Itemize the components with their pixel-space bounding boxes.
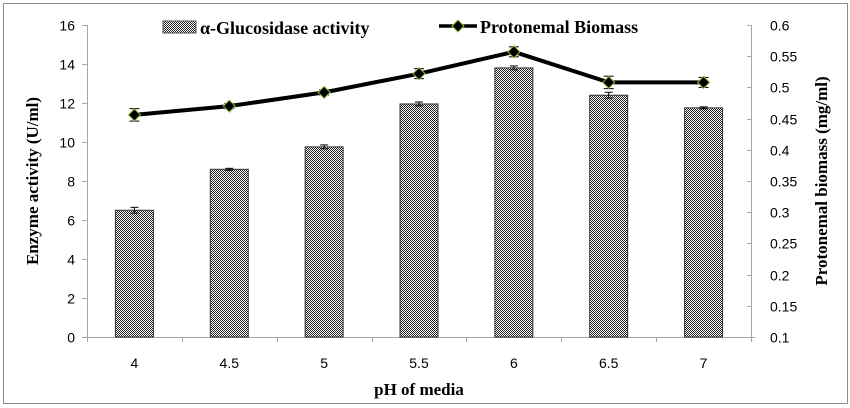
right-axis-tick-label: 0.4: [770, 143, 790, 159]
y2-axis-title: Protonemal biomass (mg/ml): [812, 76, 831, 285]
right-axis-tick-label: 0.35: [770, 174, 797, 190]
legend: α-Glucosidase activity Protonemal Biomas…: [162, 17, 638, 38]
left-axis: 0 2 4 6 8 10 12 14 16: [59, 18, 88, 346]
legend-bar-swatch: [162, 20, 197, 34]
left-axis-tick-label: 16: [59, 18, 75, 34]
left-axis-tick-label: 12: [59, 96, 75, 112]
line-marker: [696, 75, 711, 90]
left-axis-tick-label: 10: [59, 135, 75, 151]
left-axis-tick-label: 8: [67, 174, 75, 190]
x-axis-tick-label: 5: [320, 355, 328, 371]
x-axis-title: pH of media: [374, 380, 464, 399]
right-axis-tick-label: 0.1: [770, 330, 790, 346]
y-axis-title: Enzyme activity (U/ml): [23, 97, 42, 265]
left-axis-tick-label: 4: [67, 252, 75, 268]
right-axis-tick-label: 0.55: [770, 49, 797, 65]
left-axis-tick-label: 14: [59, 57, 75, 73]
x-axis-tick-label: 4: [131, 355, 139, 371]
bar: [399, 103, 439, 338]
line-marker: [317, 85, 331, 100]
left-axis-tick-label: 0: [67, 330, 75, 346]
x-axis-tick-label: 5.5: [409, 355, 429, 371]
bar: [209, 168, 249, 338]
legend-bar-label: α-Glucosidase activity: [200, 18, 370, 38]
right-axis: 0.1 0.15 0.2 0.25 0.3 0.35 0.4 0.45 0.5 0.55 0.6: [747, 18, 797, 346]
x-axis: 4 4.5 5 5.5 6 6.5 7: [87, 337, 755, 371]
bar: [304, 146, 344, 338]
line-marker: [127, 108, 142, 122]
line-marker: [412, 66, 426, 81]
line-marker: [602, 75, 616, 90]
line-series: [127, 45, 711, 122]
legend-line-label: Protonemal Biomass: [480, 17, 638, 37]
bar: [494, 67, 534, 338]
right-axis-tick-label: 0.45: [770, 112, 797, 128]
right-axis-tick-label: 0.15: [770, 299, 797, 315]
x-axis-tick-label: 6: [510, 355, 518, 371]
right-axis-tick-label: 0.5: [770, 80, 790, 96]
bar: [589, 94, 629, 338]
x-axis-tick-label: 6.5: [599, 355, 619, 371]
x-axis-tick-label: 4.5: [220, 355, 240, 371]
bar: [114, 209, 154, 338]
left-axis-tick-label: 2: [67, 291, 75, 307]
right-axis-tick-label: 0.25: [770, 236, 797, 252]
legend-line-marker: [451, 19, 465, 33]
line-marker: [507, 45, 521, 59]
right-axis-tick-label: 0.6: [770, 18, 790, 34]
right-axis-tick-label: 0.2: [770, 268, 790, 284]
bar-series: [114, 65, 724, 338]
bar: [684, 107, 724, 338]
right-axis-tick-label: 0.3: [770, 205, 790, 221]
line-marker: [222, 99, 236, 113]
left-axis-tick-label: 6: [67, 213, 75, 229]
x-axis-tick-label: 7: [700, 355, 708, 371]
